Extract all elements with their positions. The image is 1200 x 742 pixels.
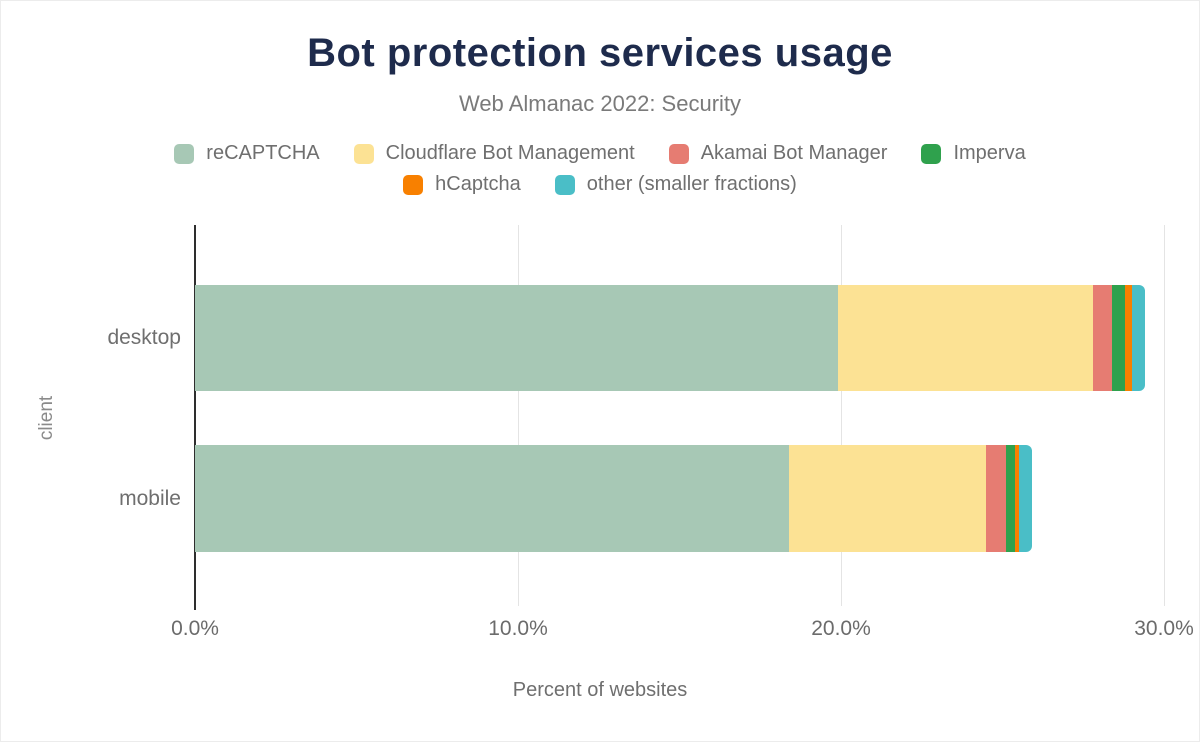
legend-label: Imperva <box>953 142 1026 164</box>
chart-subtitle: Web Almanac 2022: Security <box>458 91 742 116</box>
x-tick-label: 10.0% <box>488 617 548 640</box>
bar-segment-desktop-other-smaller-fractions <box>1131 285 1145 391</box>
legend-label: Akamai Bot Manager <box>700 142 888 164</box>
bar-segment-desktop-imperva <box>1112 285 1126 391</box>
bar-segment-mobile-hcaptcha <box>1015 445 1019 552</box>
legend-row-1: reCAPTCHA Cloudflare Bot Management Akamai… <box>174 142 1026 165</box>
gridline <box>841 225 842 606</box>
legend-row-2: hCaptcha other (smaller fractions) <box>403 173 797 196</box>
category-label-mobile: mobile <box>119 486 181 510</box>
legend-item: Akamai Bot Manager <box>668 142 888 165</box>
legend-label: reCAPTCHA <box>206 142 320 164</box>
legend-swatch-icon <box>403 174 424 195</box>
bar-segment-mobile-imperva <box>1005 445 1016 552</box>
bar-segment-mobile-cloudflare-bot-management <box>789 445 987 552</box>
legend-swatch-icon <box>921 143 942 164</box>
legend-label: Cloudflare Bot Management <box>385 142 635 164</box>
legend-swatch-icon <box>174 143 195 164</box>
legend-label: hCaptcha <box>435 173 521 195</box>
bar-segment-mobile-recaptcha <box>195 445 790 552</box>
bar-segment-mobile-akamai-bot-manager <box>986 445 1006 552</box>
legend-item: Cloudflare Bot Management <box>353 142 635 165</box>
legend-item: Imperva <box>921 142 1026 165</box>
y-axis-title: client <box>36 395 57 441</box>
bar-segment-desktop-akamai-bot-manager <box>1092 285 1113 391</box>
bar-segment-desktop-recaptcha <box>195 285 838 391</box>
legend: reCAPTCHA Cloudflare Bot Management Akamai… <box>1 142 1199 196</box>
legend-item: other (smaller fractions) <box>554 173 797 196</box>
legend-item: hCaptcha <box>403 173 521 196</box>
bar-row-desktop <box>195 285 1145 391</box>
y-axis-line <box>194 225 196 610</box>
bar-segment-desktop-cloudflare-bot-management <box>837 285 1093 391</box>
legend-item: reCAPTCHA <box>174 142 320 165</box>
x-tick-label: 30.0% <box>1134 617 1194 640</box>
legend-swatch-icon <box>554 174 575 195</box>
bar-row-mobile <box>195 445 1032 552</box>
category-label-desktop: desktop <box>107 326 181 349</box>
legend-label: other (smaller fractions) <box>586 173 797 195</box>
x-tick-label: 0.0% <box>171 617 219 640</box>
x-axis-title: Percent of websites <box>512 679 688 701</box>
legend-swatch-icon <box>668 143 689 164</box>
x-tick-label: 20.0% <box>811 617 871 640</box>
bar-segment-desktop-hcaptcha <box>1125 285 1132 391</box>
legend-swatch-icon <box>353 143 374 164</box>
bar-segment-mobile-other-smaller-fractions <box>1018 445 1032 552</box>
gridline <box>518 225 519 606</box>
chart-title: Bot protection services usage <box>307 31 893 75</box>
gridline <box>1164 225 1165 606</box>
